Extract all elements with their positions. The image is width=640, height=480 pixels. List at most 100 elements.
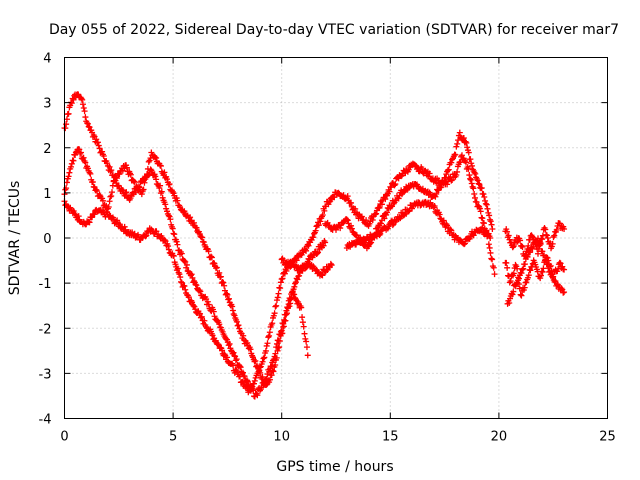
data-point	[86, 169, 93, 176]
data-point	[363, 217, 370, 224]
data-point	[79, 96, 86, 103]
data-point	[230, 349, 237, 356]
data-point	[181, 258, 188, 265]
data-point	[445, 166, 452, 173]
data-point	[480, 220, 487, 227]
data-point	[211, 313, 218, 320]
series-track-2	[61, 146, 311, 389]
y-tick-label: 1	[43, 187, 51, 202]
data-point	[344, 217, 351, 224]
data-point	[166, 181, 173, 188]
data-point	[248, 384, 255, 391]
data-point	[252, 357, 259, 364]
x-tick-label: 20	[491, 430, 508, 445]
data-point	[529, 245, 536, 252]
data-point	[512, 283, 519, 290]
data-point	[181, 208, 188, 215]
data-points	[61, 91, 568, 400]
data-point	[82, 159, 89, 166]
data-point	[509, 291, 516, 298]
data-point	[558, 285, 565, 292]
y-tick-label: -2	[39, 322, 52, 337]
data-point	[201, 317, 208, 324]
data-point	[319, 272, 326, 279]
data-point	[467, 156, 474, 163]
data-point	[93, 136, 100, 143]
data-point	[142, 233, 149, 240]
data-point	[230, 362, 237, 369]
data-point	[426, 170, 433, 177]
data-point	[386, 188, 393, 195]
data-point	[213, 264, 220, 271]
data-point	[161, 237, 168, 244]
data-point	[372, 211, 379, 218]
data-point	[473, 199, 480, 206]
data-point	[185, 294, 192, 301]
data-point	[176, 271, 183, 278]
data-point	[62, 125, 69, 132]
data-point	[193, 282, 200, 289]
data-point	[110, 178, 117, 185]
data-point	[192, 306, 199, 313]
data-point	[232, 357, 239, 364]
data-point	[269, 320, 276, 327]
data-point	[438, 184, 445, 191]
data-point	[272, 303, 279, 310]
data-point	[440, 217, 447, 224]
data-point	[256, 368, 263, 375]
data-point	[182, 286, 189, 293]
data-point	[84, 120, 91, 127]
data-point	[463, 139, 470, 146]
data-point	[291, 283, 298, 290]
data-point	[279, 275, 286, 282]
data-point	[525, 242, 532, 249]
data-point	[557, 260, 564, 267]
series-track-6	[343, 198, 494, 252]
data-point	[249, 383, 256, 390]
data-point	[177, 278, 184, 285]
series-track-1	[61, 91, 329, 400]
data-point	[158, 188, 165, 195]
data-point	[348, 199, 355, 206]
data-point	[165, 243, 172, 250]
data-point	[254, 392, 261, 399]
data-point	[294, 276, 301, 283]
data-point	[259, 358, 266, 365]
data-point	[205, 301, 212, 308]
data-point	[80, 154, 87, 161]
data-point	[527, 267, 534, 274]
data-point	[343, 216, 350, 223]
data-point	[480, 191, 487, 198]
data-point	[276, 338, 283, 345]
data-point	[320, 242, 327, 249]
data-point	[392, 181, 399, 188]
data-point	[208, 254, 215, 261]
y-tick-label: -1	[39, 277, 52, 292]
data-point	[211, 260, 218, 267]
data-point	[165, 246, 172, 253]
data-point	[348, 222, 355, 229]
data-point	[519, 266, 526, 273]
data-point	[369, 217, 376, 224]
data-point	[487, 218, 494, 225]
data-point	[144, 165, 151, 172]
data-point	[476, 205, 483, 212]
data-point	[489, 256, 496, 263]
data-point	[94, 188, 101, 195]
data-point	[561, 266, 568, 273]
data-point	[84, 119, 91, 126]
data-point	[127, 170, 134, 177]
data-point	[487, 249, 494, 256]
data-point	[89, 178, 96, 185]
data-point	[79, 101, 86, 108]
data-point	[178, 250, 185, 257]
data-point	[204, 298, 211, 305]
data-point	[476, 181, 483, 188]
data-point	[461, 241, 468, 248]
data-point	[381, 215, 388, 222]
data-point	[106, 163, 113, 170]
data-point	[448, 227, 455, 234]
data-point	[174, 265, 181, 272]
data-point	[482, 197, 489, 204]
